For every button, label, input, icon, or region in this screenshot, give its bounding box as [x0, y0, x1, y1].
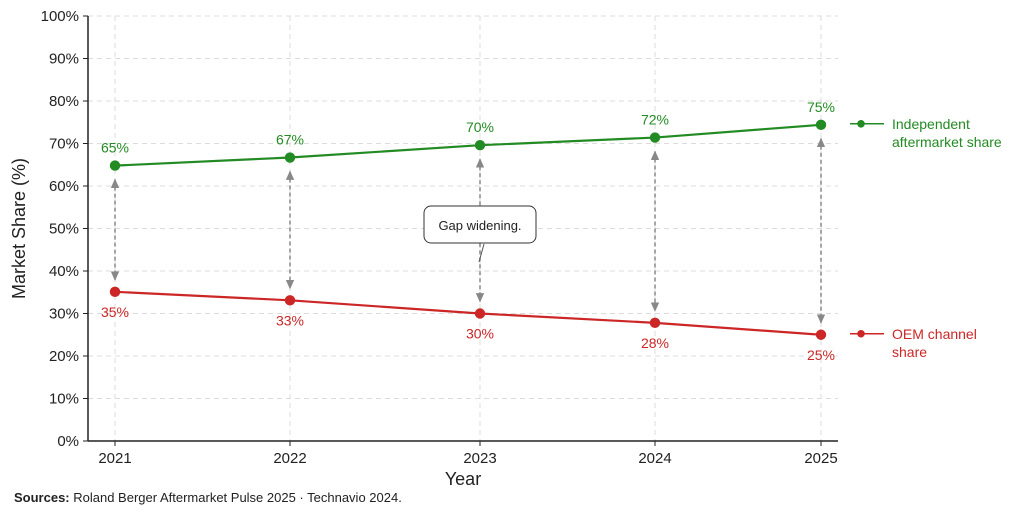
legend: Independent aftermarket share OEM channel s…: [850, 116, 1002, 360]
series-layer: 65% 67% 70% 72% 75% 35% 33% 30% 28% 25%: [101, 99, 835, 363]
x-tick-label: 2025: [804, 450, 837, 467]
x-tick-labels: 2021 2022 2023 2024 2025: [98, 450, 837, 467]
axes: [87, 16, 838, 442]
data-point: [284, 295, 296, 306]
source-label: Sources:: [14, 490, 70, 505]
x-tick-label: 2024: [638, 450, 671, 467]
legend-marker: [857, 120, 865, 128]
callout-text: Gap widening.: [438, 218, 521, 233]
y-tick-label: 0%: [57, 433, 79, 450]
data-label: 25%: [807, 347, 835, 363]
x-tick-label: 2021: [98, 450, 131, 467]
data-label: 65%: [101, 140, 129, 156]
y-tick-label: 30%: [49, 306, 79, 323]
data-label: 67%: [276, 132, 304, 148]
x-tick-label: 2022: [273, 450, 306, 467]
data-point: [815, 119, 827, 130]
y-tick-label: 10%: [49, 391, 79, 408]
data-label: 70%: [466, 119, 494, 135]
data-point: [109, 286, 121, 298]
series-oem-channel: 35% 33% 30% 28% 25%: [101, 286, 835, 363]
gap-annotation-callout: Gap widening.: [423, 205, 537, 263]
y-tick-label: 70%: [49, 136, 79, 153]
y-tick-label: 80%: [49, 93, 79, 110]
legend-item: Independent aftermarket share: [850, 116, 1002, 150]
data-point: [474, 140, 486, 151]
callout-box: [423, 205, 537, 244]
legend-label: OEM channel: [892, 326, 977, 342]
data-point: [474, 308, 486, 319]
y-tick-label: 90%: [49, 51, 79, 68]
legend-item: OEM channel share: [850, 326, 977, 360]
data-point: [815, 329, 827, 340]
y-tick-label: 40%: [49, 263, 79, 280]
source-text: Roland Berger Aftermarket Pulse 2025 · T…: [69, 490, 402, 505]
y-tick-label: 100%: [41, 8, 79, 25]
x-tick-label: 2023: [463, 450, 496, 467]
data-label: 33%: [276, 312, 304, 328]
legend-label: Independent: [892, 116, 970, 132]
data-point: [649, 132, 661, 143]
data-point: [109, 160, 121, 171]
data-label: 30%: [466, 326, 494, 342]
data-label: 75%: [807, 99, 835, 115]
line-chart: 0%10%20%30%40%50%60%70%80%90%100% 2021 20…: [9, 8, 1002, 488]
y-tick-labels: 0% 10% 20% 30% 40% 50% 60% 70% 80% 90% 100%: [41, 8, 79, 450]
source-note: Sources: Roland Berger Aftermarket Pulse…: [14, 490, 402, 505]
y-tick-label: 60%: [49, 178, 79, 195]
data-label: 28%: [641, 335, 669, 351]
x-axis-title: Year: [445, 469, 481, 488]
y-axis-title: Market Share (%): [9, 158, 29, 299]
data-label: 72%: [641, 112, 669, 128]
series-independent-aftermarket: 65% 67% 70% 72% 75%: [101, 99, 835, 171]
data-point: [649, 317, 661, 329]
grid-lines: [83, 15, 838, 446]
callout-pointer: [478, 243, 485, 263]
legend-label: share: [892, 344, 927, 360]
legend-marker: [857, 329, 865, 338]
y-tick-label: 20%: [49, 348, 79, 365]
data-label: 35%: [101, 304, 129, 320]
y-tick-label: 50%: [49, 221, 79, 238]
legend-label: aftermarket share: [892, 134, 1002, 150]
data-point: [284, 152, 296, 163]
